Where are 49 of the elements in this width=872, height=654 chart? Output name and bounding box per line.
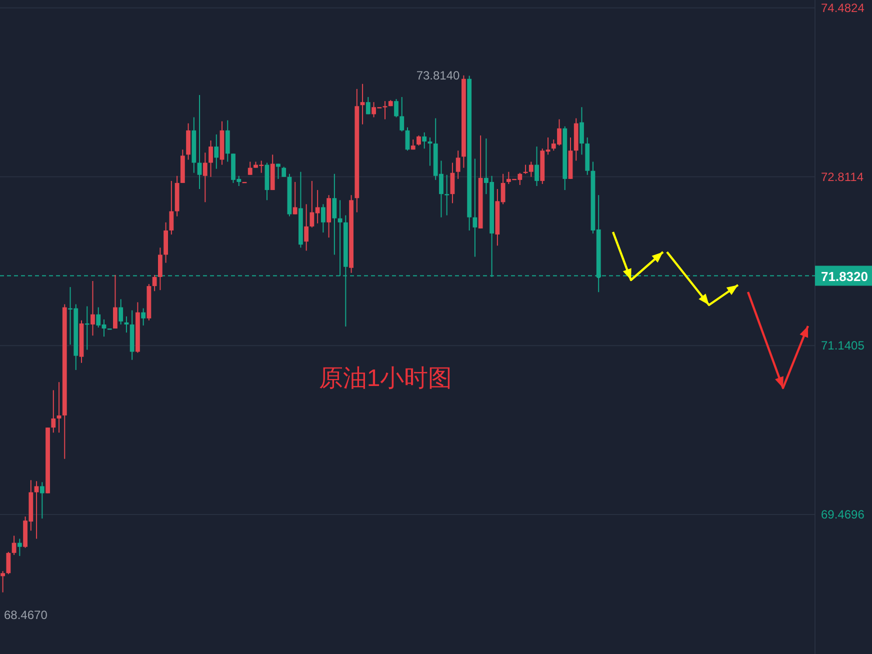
candlestick: [34, 480, 39, 540]
y-tick-label: 69.4696: [821, 508, 865, 522]
candlestick: [208, 140, 213, 178]
candlestick: [456, 150, 460, 180]
candlestick: [422, 132, 427, 150]
candlestick: [141, 308, 146, 326]
candlestick: [113, 274, 118, 330]
candlestick: [450, 162, 455, 204]
candlestick: [400, 96, 404, 132]
annotation: 原油1小时图: [318, 364, 452, 392]
candlestick: [214, 134, 219, 170]
candlestick: [118, 298, 124, 325]
annotation: 68.4670: [4, 608, 48, 622]
candlestick: [17, 538, 22, 556]
candlestick: [320, 204, 326, 233]
candlestick: [282, 166, 286, 178]
candlestick: [528, 161, 534, 178]
candlestick: [152, 274, 157, 292]
candlestick: [332, 173, 337, 256]
candlestick: [304, 204, 309, 252]
candlestick: [225, 120, 230, 162]
annotation: 73.8140: [416, 68, 460, 82]
candlestick: [292, 181, 298, 215]
candlestick: [366, 96, 370, 115]
candlestick: [169, 180, 174, 236]
candlestick: [12, 535, 16, 556]
candlestick: [202, 152, 208, 203]
y-tick-label: 71.1405: [821, 338, 865, 353]
ref-line-label: 71.8320: [821, 268, 868, 284]
candlestick: [276, 163, 280, 180]
candlestick: [360, 83, 365, 125]
candlestick: [248, 161, 252, 176]
candlestick: [40, 482, 44, 520]
candlestick: [197, 94, 202, 190]
candlestick: [394, 98, 398, 118]
candlestick: [56, 382, 62, 434]
y-tick-label: 72.8114: [821, 170, 864, 184]
candlestick: [444, 174, 450, 216]
candlestick: [0, 570, 6, 593]
candlestick: [580, 106, 584, 156]
y-tick-label: 74.4824: [821, 0, 865, 15]
candlestick: [51, 390, 56, 434]
candlestick: [90, 280, 95, 336]
candlestick: [6, 551, 11, 575]
candlestick: [472, 158, 478, 258]
candlestick: [416, 134, 421, 146]
candlestick: [158, 247, 162, 291]
candlestick: [405, 126, 410, 152]
candlestick: [534, 146, 539, 186]
